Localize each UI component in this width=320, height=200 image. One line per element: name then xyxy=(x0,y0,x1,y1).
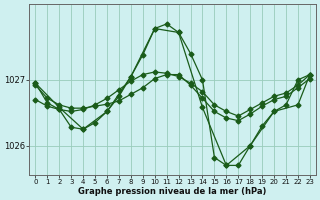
X-axis label: Graphe pression niveau de la mer (hPa): Graphe pression niveau de la mer (hPa) xyxy=(78,187,267,196)
